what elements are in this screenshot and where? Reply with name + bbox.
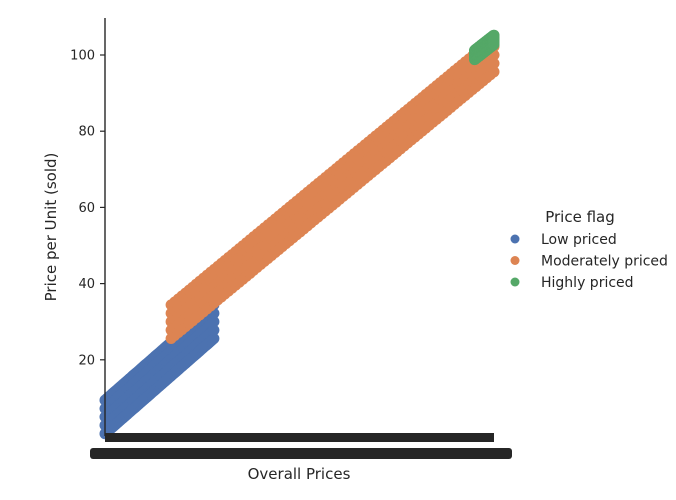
series-low-priced [99, 299, 220, 440]
series-moderately-priced [165, 32, 500, 344]
y-tick-label: 40 [78, 277, 95, 292]
legend-label-highly-priced: Highly priced [541, 275, 634, 291]
legend: Price flag Low priced Moderately priced Hi… [510, 208, 668, 291]
legend-marker-low-priced [510, 234, 520, 244]
y-axis-ticks: 20 40 60 80 100 [70, 49, 105, 368]
y-tick-label: 60 [78, 201, 95, 216]
legend-marker-moderately-priced [510, 256, 520, 265]
legend-marker-highly-priced [510, 277, 520, 287]
point-low-priced [208, 333, 220, 344]
point-moderately-priced [488, 57, 500, 69]
legend-label-moderately-priced: Moderately priced [541, 254, 668, 270]
y-tick-label: 20 [78, 353, 95, 368]
point-low-priced [208, 316, 220, 328]
legend-label-low-priced: Low priced [541, 232, 617, 248]
y-tick-label: 100 [70, 49, 95, 64]
series-highly-priced [469, 29, 500, 66]
x-tick-labels-overlap [90, 448, 512, 459]
point-highly-priced [488, 29, 500, 41]
y-tick-label: 80 [78, 125, 95, 140]
legend-title: Price flag [545, 208, 615, 226]
point-moderately-priced [488, 66, 500, 78]
point-low-priced [208, 324, 220, 336]
x-axis-label: Overall Prices [248, 465, 351, 483]
scatter-points-layer [99, 29, 500, 440]
y-axis-label: Price per Unit (sold) [42, 153, 60, 302]
x-axis-dense-ticks [105, 433, 494, 442]
